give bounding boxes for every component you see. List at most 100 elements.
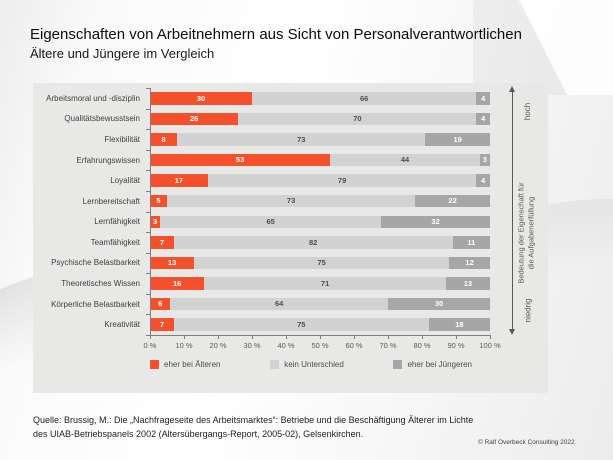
x-tick-label: 40 %: [277, 341, 295, 350]
legend-label: eher bei Älteren: [164, 360, 221, 369]
x-tick-label: 10 %: [175, 341, 193, 350]
category-label: Teamfähigkeit: [90, 237, 140, 247]
bar-segment: 19: [425, 133, 490, 146]
bar-segment: 3: [479, 153, 490, 167]
x-tick-label: 100 %: [479, 341, 501, 350]
x-tick-label: 30 %: [243, 341, 261, 350]
importance-axis-title-line2: die Aufgabenerfüllung: [527, 196, 537, 270]
bar-value: 75: [317, 258, 326, 268]
y-tick: [146, 211, 150, 213]
y-tick: [146, 149, 150, 151]
page-title: Eigenschaften von Arbeitnehmern aus Sich…: [30, 26, 522, 43]
chart-panel: Arbeitsmoral und -disziplin 30 66 4 Qualität…: [33, 83, 548, 393]
category-label: Kreativität: [104, 320, 140, 330]
bar-value: 18: [455, 319, 464, 329]
bar-value: 65: [266, 217, 275, 226]
bar-value: 53: [235, 155, 245, 165]
bar-row: Loyalität 17 79 4: [33, 170, 490, 191]
bar-segment: 82: [173, 236, 453, 249]
bar-value: 64: [275, 299, 284, 309]
bar-segment: 73: [167, 194, 416, 208]
bar-value: 17: [174, 175, 184, 185]
x-tick-label: 50 %: [311, 341, 329, 350]
bar-segment: 32: [381, 215, 490, 228]
bar-track: 26 70 4: [150, 112, 490, 126]
category-label: Lernfähigkeit: [94, 217, 140, 227]
bar-row: Kreativität 7 75 18: [33, 314, 490, 335]
x-tick-label: 60 %: [345, 341, 363, 350]
legend-label: eher bei Jüngeren: [407, 360, 472, 369]
bar-value: 7: [159, 319, 164, 329]
bar-value: 70: [353, 114, 362, 124]
bar-segment: 4: [476, 112, 490, 126]
header: Eigenschaften von Arbeitnehmern aus Sich…: [30, 26, 590, 62]
y-tick: [146, 170, 150, 172]
y-tick: [146, 108, 150, 110]
legend-swatch: [270, 360, 280, 369]
x-tick-label: 80 %: [413, 341, 431, 350]
bar-segment: 16: [150, 277, 205, 290]
bar-track: 3 65 32: [150, 215, 490, 228]
bar-track: 8 73 19: [150, 133, 490, 146]
y-tick: [146, 273, 150, 275]
category-label: Erfahrungswissen: [76, 155, 140, 165]
y-tick: [146, 335, 150, 336]
bar-segment: 66: [252, 92, 477, 105]
bar-row: Teamfähigkeit 7 82 11: [33, 232, 490, 253]
bar-segment: 17: [150, 174, 208, 187]
x-tick: [286, 336, 287, 339]
legend-swatch: [393, 360, 403, 369]
bar-track: 5 73 22: [150, 194, 490, 208]
bar-row: Psychische Belastbarkeit 13 75 12: [33, 253, 490, 274]
x-tick: [320, 336, 321, 339]
bar-row: Körperliche Belastbarkeit 6 64 30: [33, 294, 490, 315]
y-tick: [146, 88, 150, 89]
bar-row: Arbeitsmoral und -disziplin 30 66 4: [33, 88, 490, 109]
bar-segment: 30: [387, 297, 490, 311]
bar-segment: 75: [194, 256, 450, 270]
chart-legend: eher bei Älteren kein Unterschied eher bei…: [150, 360, 472, 369]
x-tick: [388, 336, 389, 339]
x-axis-ticks: [150, 335, 491, 339]
bar-segment: 7: [150, 318, 174, 331]
category-label: Qualitätsbewusstsein: [64, 114, 140, 124]
importance-axis-title: Bedeutung der Eigenschaft für die Aufgab…: [514, 168, 540, 298]
bar-value: 26: [190, 114, 199, 124]
category-label: Psychische Belastbarkeit: [51, 258, 140, 268]
bar-track: 6 64 30: [150, 297, 490, 311]
bar-segment: 13: [150, 256, 195, 270]
category-label: Arbeitsmoral und -disziplin: [46, 93, 140, 103]
bar-segment: 12: [449, 256, 490, 270]
bar-value: 22: [448, 196, 457, 206]
bar-segment: 70: [238, 112, 477, 126]
bar-segment: 71: [204, 277, 446, 290]
bar-value: 3: [482, 155, 487, 165]
background-corner-top-right: [473, 0, 613, 95]
bar-value: 4: [481, 93, 486, 103]
bar-segment: 13: [445, 277, 490, 290]
bar-value: 30: [196, 93, 206, 103]
bar-segment: 5: [150, 194, 167, 208]
bar-value: 73: [286, 196, 296, 206]
bar-value: 16: [173, 278, 182, 288]
x-tick-label: 0 %: [143, 341, 157, 350]
bar-value: 11: [467, 237, 476, 247]
bar-track: 13 75 12: [150, 256, 490, 270]
bar-segment: 4: [476, 92, 490, 105]
importance-label-high: hoch: [523, 102, 533, 120]
bar-value: 8: [161, 134, 166, 144]
bar-value: 32: [431, 217, 440, 226]
bar-track: 7 82 11: [150, 236, 490, 249]
y-tick: [146, 252, 150, 254]
source-line-2: des UIAB-Betriebspanels 2002 (Altersüber…: [33, 428, 364, 439]
importance-axis-title-line1: Bedeutung der Eigenschaft für: [517, 182, 527, 284]
bar-segment: 44: [330, 153, 480, 167]
bar-segment: 30: [150, 92, 252, 105]
bar-segment: 22: [415, 194, 490, 208]
bar-value: 75: [297, 319, 306, 329]
bar-value: 82: [309, 237, 318, 247]
y-tick: [146, 293, 150, 295]
bar-segment: 3: [150, 215, 161, 228]
importance-label-low: niedrig: [523, 297, 533, 323]
